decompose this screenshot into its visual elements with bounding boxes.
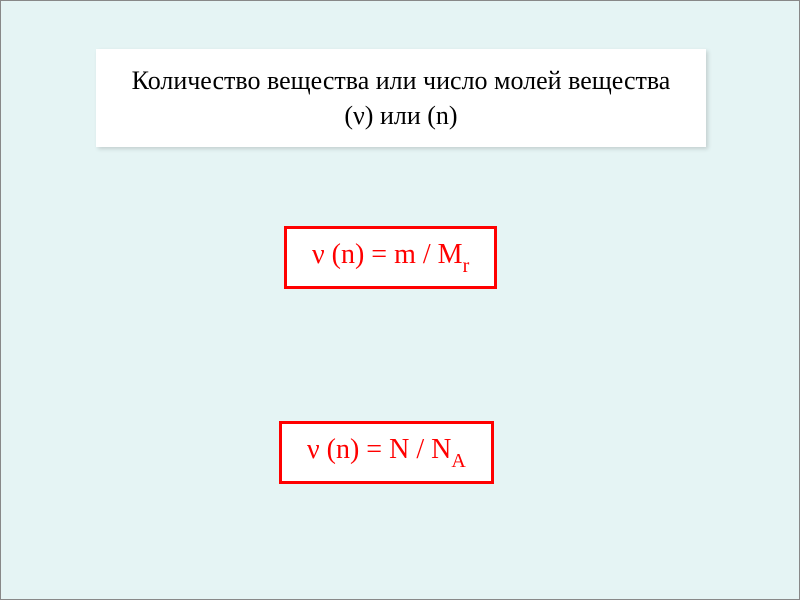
formula-2-prefix: ν (n) = N / N [307, 434, 451, 465]
formula-1-text: ν (n) = m / Mr [312, 239, 469, 270]
formula-2-subscript: A [451, 450, 465, 472]
formula-2-text: ν (n) = N / NA [307, 434, 466, 465]
title-text: Количество вещества или число молей веще… [116, 63, 686, 133]
formula-1-subscript: r [463, 255, 470, 277]
title-container: Количество вещества или число молей веще… [96, 49, 706, 147]
formula-1-prefix: ν (n) = m / M [312, 239, 463, 270]
formula-box-2: ν (n) = N / NA [279, 421, 494, 484]
formula-box-1: ν (n) = m / Mr [284, 226, 497, 289]
